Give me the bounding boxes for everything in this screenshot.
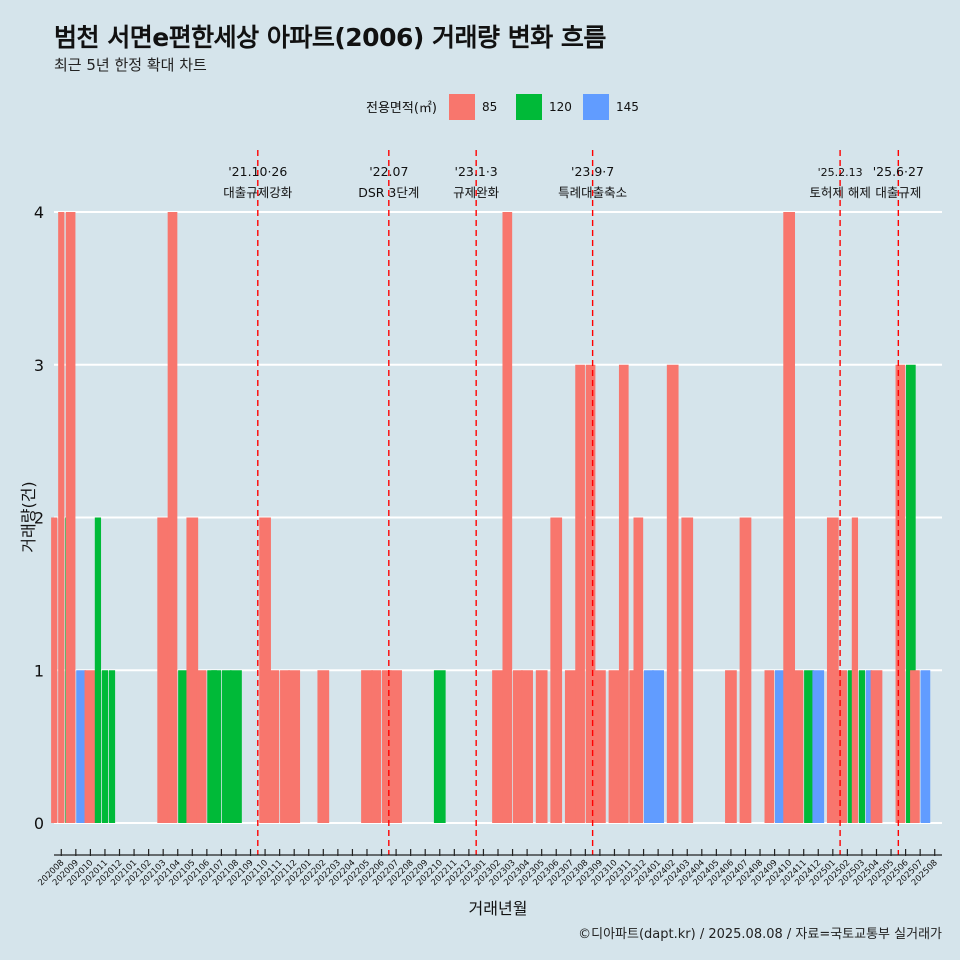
legend-label-120: 120 (548, 99, 572, 114)
bar-202111-85 (269, 670, 280, 823)
annotation-event: DSR 3단계 (358, 185, 419, 200)
bar-202010-85 (84, 670, 97, 823)
bar-202407-85 (739, 517, 752, 823)
bar-202406-85 (725, 670, 737, 823)
y-axis-label: 거래량(건) (19, 481, 38, 552)
bar-202107-120 (211, 670, 222, 823)
bar-202202-85 (317, 670, 330, 823)
bar-202503-85 (851, 517, 859, 823)
bar-202106-85 (196, 670, 207, 823)
annotation-layer: '21.10·26 대출규제강화 '22.07 DSR 3단계 '23.1·3 규제완화 '… (223, 150, 924, 855)
legend-label-145: 145 (615, 99, 639, 114)
legend-item-85: 85 (448, 93, 506, 120)
bar-202304-85 (521, 670, 533, 823)
chart-title: 범천 서면e편한세상 아파트(2006) 거래량 변화 흐름 (54, 23, 606, 52)
bar-202303-85 (502, 212, 513, 823)
legend-label-85: 85 (481, 99, 498, 114)
bar-202308-85 (575, 364, 585, 823)
bar-202411-85 (793, 670, 804, 823)
annotation-date: '23.1·3 (455, 164, 498, 179)
bar-202502-85 (837, 670, 847, 823)
bar-202105-85 (186, 517, 199, 823)
bar-202312-145 (643, 670, 654, 823)
bars-layer (51, 212, 931, 823)
bar-202403-85 (681, 517, 694, 823)
legend-title: 전용면적(㎡) (366, 101, 437, 116)
bar-202303-85 (512, 670, 523, 823)
source-caption: ©디아파트(dapt.kr) / 2025.08.08 / 자료=국토교통부 실… (578, 927, 942, 942)
chart-subtitle: 최근 5년 한정 확대 차트 (54, 56, 207, 74)
bar-202206-85 (371, 670, 382, 823)
bar-202210-120 (433, 670, 446, 823)
bar-202009-85 (65, 212, 76, 823)
bar-202308-85 (585, 364, 596, 823)
bar-202307-85 (564, 670, 577, 823)
bar-202205-85 (361, 670, 373, 823)
bar-202309-85 (594, 670, 606, 823)
x-axis-label: 거래년월 (469, 899, 528, 918)
annotation-date: '23.9·7 (571, 164, 614, 179)
bar-202401-145 (652, 670, 664, 823)
bar-202305-85 (535, 670, 548, 823)
bar-202011-120 (101, 670, 109, 823)
bar-202104-85 (167, 212, 178, 823)
bar-202501-85 (826, 517, 839, 823)
bar-202507-85 (910, 670, 920, 823)
bar-202011-120 (94, 517, 102, 823)
y-tick-label: 3 (34, 356, 44, 375)
y-tick-label: 2 (34, 509, 44, 528)
legend-swatch-85 (448, 93, 475, 120)
bar-202104-120 (178, 670, 188, 823)
bar-202504-85 (870, 670, 883, 823)
annotation-date: '22.07 (369, 164, 408, 179)
bar-202506-85 (895, 364, 906, 823)
bar-202507-145 (920, 670, 931, 823)
bar-202008-85 (51, 517, 58, 823)
bar-202107-120 (221, 670, 232, 823)
annotation-date: '25.6·27 (873, 164, 924, 179)
annotation-event: 토허제 해제 (809, 185, 870, 200)
bar-202402-85 (666, 364, 679, 823)
bar-202108-120 (230, 670, 242, 823)
bar-202112-85 (288, 670, 301, 823)
annotation-event: 대출규제 (875, 185, 921, 200)
legend: 전용면적(㎡) 85 120 145 (366, 93, 650, 120)
bar-202008-85 (58, 212, 65, 823)
bar-202503-145 (865, 670, 873, 823)
bar-202302-85 (492, 670, 504, 823)
annotation-event: 대출규제강화 (223, 185, 293, 200)
bar-202410-85 (783, 212, 796, 823)
bar-202009-145 (76, 670, 86, 823)
bar-202503-120 (858, 670, 866, 823)
bar-202011-120 (108, 670, 116, 823)
legend-swatch-145 (582, 93, 609, 120)
bar-202103-85 (157, 517, 170, 823)
bar-202506-120 (906, 364, 916, 823)
y-tick-label: 1 (34, 661, 44, 680)
y-tick-label: 0 (34, 814, 44, 833)
bar-202409-85 (764, 670, 775, 823)
bar-202111-85 (280, 670, 290, 823)
bar-202306-85 (550, 517, 563, 823)
bar-202312-85 (633, 517, 644, 823)
annotation-event: 특례대출축소 (558, 185, 627, 200)
annotation-date: '21.10·26 (228, 164, 287, 179)
bar-202206-85 (381, 670, 392, 823)
bar-202411-120 (804, 670, 814, 823)
legend-item-120: 120 (515, 93, 573, 120)
annotation-event: 규제완화 (453, 185, 500, 200)
bar-202412-145 (812, 670, 825, 823)
legend-item-145: 145 (582, 93, 640, 120)
annotation-date: '25.2.13 (818, 166, 863, 179)
bar-202311-85 (618, 364, 629, 823)
bar-202310-85 (608, 670, 621, 823)
bar-202207-85 (390, 670, 402, 823)
y-tick-label: 4 (34, 203, 44, 222)
legend-swatch-120 (515, 93, 542, 120)
bar-202409-145 (774, 670, 785, 823)
bar-202110-85 (259, 517, 271, 823)
